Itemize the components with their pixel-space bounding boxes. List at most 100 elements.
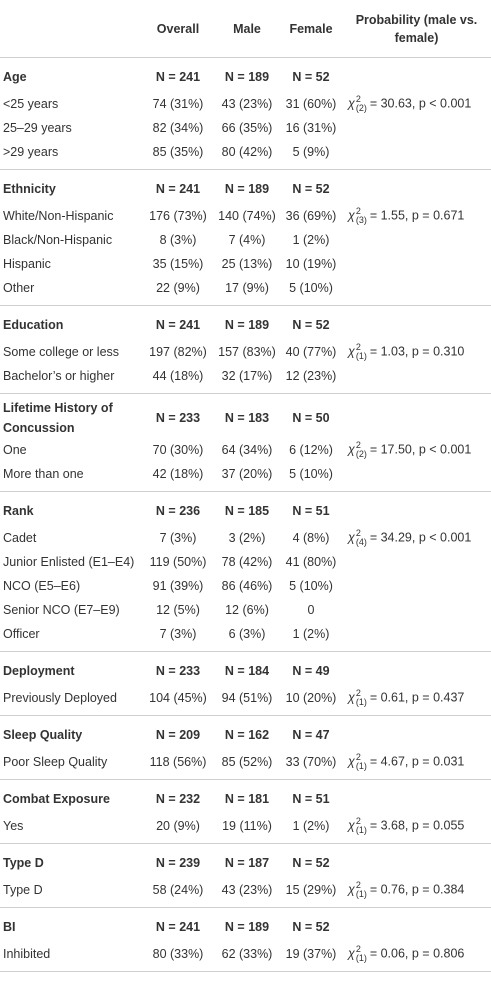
row-label: Junior Enlisted (E1–E4) [3,555,135,569]
value-cell: 85 (52%) [214,750,280,780]
value-cell: 58 (24%) [142,878,214,908]
chi-result: = 17.50, p < 0.001 [369,442,472,457]
sample-size: N = 52 [292,70,330,84]
value-cell: 12 (6%) [225,603,269,617]
value-cell: 33 (70%) [280,750,342,780]
data-row: Previously Deployed 104 (45%) 94 (51%) 10 (… [0,686,491,716]
row-label: Officer [0,622,142,652]
section-label: Sleep Quality [3,728,83,742]
chi-symbol: χ [348,344,355,359]
value-cell: 37 (20%) [214,462,280,492]
probability-cell [342,252,491,276]
section-row: BI N = 241 N = 189 N = 52 [0,908,491,943]
sample-size: N = 51 [292,792,330,806]
value-cell: 6 (3%) [214,622,280,652]
value-cell: 12 (5%) [156,603,200,617]
value-cell: 80 (33%) [142,942,214,972]
chi-sub: (4) [355,537,367,547]
value-cell: 19 (37%) [280,942,342,972]
sample-size: N = 183 [224,411,270,425]
chi-symbol: χ [348,754,355,769]
chi-sup: 2 [355,440,361,450]
value-cell: 31 (60%) [285,97,337,111]
column-header [0,0,142,58]
value-cell: 197 (82%) [149,345,207,359]
value-cell: 62 (33%) [214,942,280,972]
chi-symbol: χ [348,690,355,705]
data-row: Poor Sleep Quality 118 (56%) 85 (52%) 33 (7… [0,750,491,780]
chi-sup: 2 [355,880,361,890]
value-cell: 22 (9%) [142,276,214,306]
section-row: Sleep Quality N = 209 N = 162 N = 47 [0,716,491,751]
data-row: 25–29 years 82 (34%) 66 (35%) 16 (31%) [0,116,491,140]
value-cell: 82 (34%) [152,121,204,135]
chi-result: = 3.68, p = 0.055 [369,818,465,833]
chi-sub: (1) [355,953,367,963]
chi-scripts: 2 (3) [356,207,367,225]
probability-cell [342,574,491,598]
data-row: Inhibited 80 (33%) 62 (33%) 19 (37%) χ 2 (1) = … [0,942,491,972]
value-cell: 0 [307,603,315,617]
chi-sub: (2) [355,103,367,113]
chi-sup: 2 [355,752,361,762]
sample-size: N = 50 [292,411,330,425]
section-row: Rank N = 236 N = 185 N = 51 [0,492,491,527]
chi-result: = 1.03, p = 0.310 [369,344,465,359]
value-cell: 7 (3%) [159,531,197,545]
value-cell: 8 (3%) [159,233,197,247]
chi-symbol: χ [348,208,355,223]
chi-sup: 2 [355,94,361,104]
section-label: Age [3,70,27,84]
chi-scripts: 2 (1) [356,343,367,361]
column-header: Overall [142,0,214,58]
row-label: Bachelor’s or higher [0,364,142,394]
chi-sup: 2 [355,688,361,698]
row-label: White/Non-Hispanic [3,209,114,223]
chi-result: = 1.55, p = 0.671 [369,208,465,223]
probability-cell [342,622,491,652]
value-cell: 104 (45%) [142,686,214,716]
value-cell: 70 (30%) [152,443,204,457]
section-row: Deployment N = 233 N = 184 N = 49 [0,652,491,687]
sample-size: N = 241 [155,182,201,196]
value-cell: 118 (56%) [142,750,214,780]
value-cell: 16 (31%) [285,121,337,135]
value-cell: 86 (46%) [221,579,273,593]
value-cell: 140 (74%) [218,209,276,223]
value-cell: 7 (3%) [142,622,214,652]
row-label: Inhibited [0,942,142,972]
value-cell: 36 (69%) [285,209,337,223]
value-cell: 78 (42%) [221,555,273,569]
chi-scripts: 2 (1) [356,689,367,707]
row-label: Some college or less [3,345,120,359]
data-row: Some college or less 197 (82%) 157 (83%) 40… [0,340,491,364]
value-cell: 1 (2%) [292,233,330,247]
chi-scripts: 2 (1) [356,881,367,899]
sample-size: N = 209 [155,728,201,742]
column-header: Female [280,0,342,58]
header-row: Overall Male Female Probability (male vs… [0,0,491,58]
value-cell: 17 (9%) [214,276,280,306]
empty-cell [342,58,491,93]
chi-symbol: χ [348,530,355,545]
sample-size: N = 236 [155,504,201,518]
probability-cell: χ 2 (1) = 0.76, p = 0.384 [342,878,491,908]
data-row: One 70 (30%) 64 (34%) 6 (12%) χ 2 (2) = 17.50, … [0,438,491,462]
section-label: Combat Exposure [3,792,110,806]
probability-cell [342,462,491,492]
data-row: Bachelor’s or higher 44 (18%) 32 (17%) 12 (… [0,364,491,394]
section-row: Age N = 241 N = 189 N = 52 [0,58,491,93]
chi-result: = 0.06, p = 0.806 [369,946,465,961]
value-cell: 94 (51%) [214,686,280,716]
chi-sup: 2 [355,528,361,538]
chi-symbol: χ [348,946,355,961]
value-cell: 5 (10%) [280,462,342,492]
sample-size: N = 47 [292,728,330,742]
value-cell: 3 (2%) [228,531,266,545]
value-cell: 12 (23%) [280,364,342,394]
chi-result: = 30.63, p < 0.001 [369,96,472,111]
probability-cell: χ 2 (1) = 0.61, p = 0.437 [342,686,491,716]
sample-size: N = 162 [224,728,270,742]
chi-symbol: χ [348,442,355,457]
empty-cell [342,652,491,687]
